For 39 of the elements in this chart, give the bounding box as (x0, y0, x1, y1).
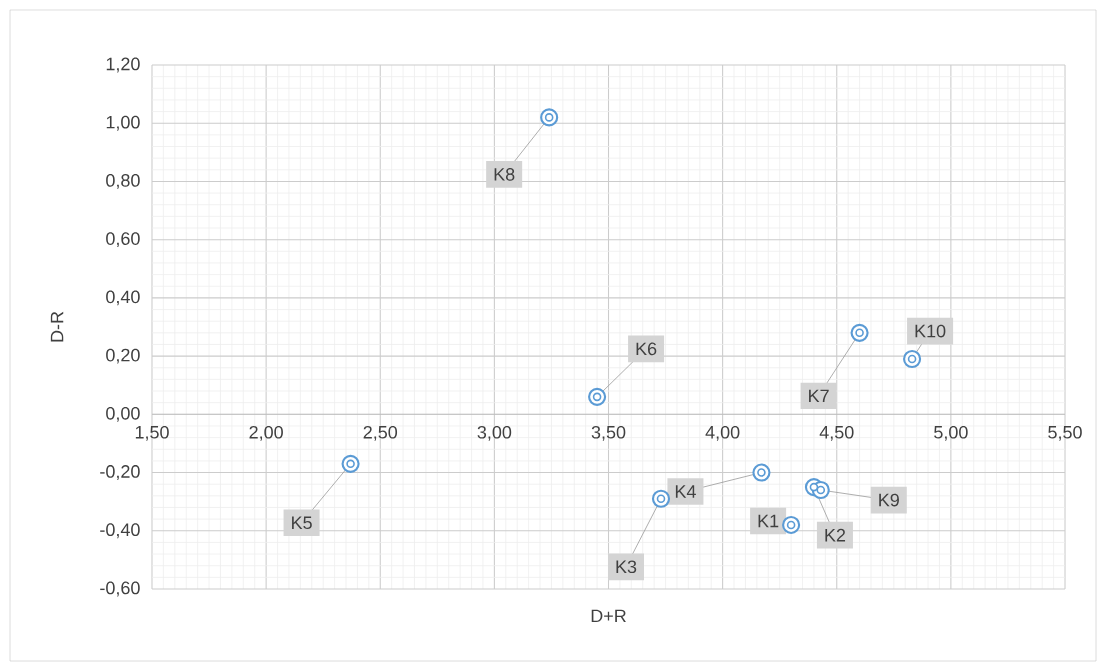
x-tick-label: 1,50 (135, 425, 169, 441)
point (651, 489, 671, 508)
y-tick-label: 1,00 (106, 115, 140, 131)
annotation: K3 (616, 560, 637, 574)
annotation: K4 (675, 485, 696, 498)
x-tick-label: 5,50 (1048, 425, 1082, 441)
point (782, 515, 801, 535)
x-tick-label: 3,50 (591, 425, 626, 441)
annotation: K1 (758, 514, 779, 528)
x-tick-label: 4,50 (819, 425, 854, 441)
point (850, 323, 869, 342)
x-tick-label: 4,00 (705, 425, 740, 441)
x-tick-label: 2,00 (249, 425, 283, 441)
y-tick-label: -0,20 (100, 465, 140, 480)
annotation: K7 (809, 389, 829, 403)
annotation: K5 (292, 516, 312, 530)
annotation: K6 (636, 342, 657, 356)
point (903, 349, 922, 369)
y-tick-label: 0,60 (106, 232, 140, 248)
point (588, 387, 607, 406)
y-tick-label: 1,20 (106, 57, 140, 73)
point (540, 108, 559, 127)
annotation: K8 (494, 168, 515, 181)
point (752, 463, 771, 482)
x-axis-title: D+R (591, 609, 626, 623)
x-tick-label: 5,00 (934, 425, 968, 441)
y-tick-label: -0,40 (100, 523, 140, 539)
x-tick-label: 2,50 (363, 425, 398, 441)
y-tick-label: 0,00 (106, 406, 140, 422)
annotation: K2 (825, 528, 846, 542)
annotation: K9 (879, 493, 899, 507)
y-tick-label: -0,60 (100, 581, 140, 597)
x-tick-label: 3,00 (477, 425, 512, 441)
annotation: K10 (915, 324, 946, 338)
y-axis-title: D-R (50, 311, 64, 342)
point (341, 454, 360, 473)
y-tick-label: 0,80 (106, 174, 140, 189)
y-tick-label: 0,40 (106, 290, 140, 306)
y-tick-label: 0,20 (106, 348, 140, 364)
